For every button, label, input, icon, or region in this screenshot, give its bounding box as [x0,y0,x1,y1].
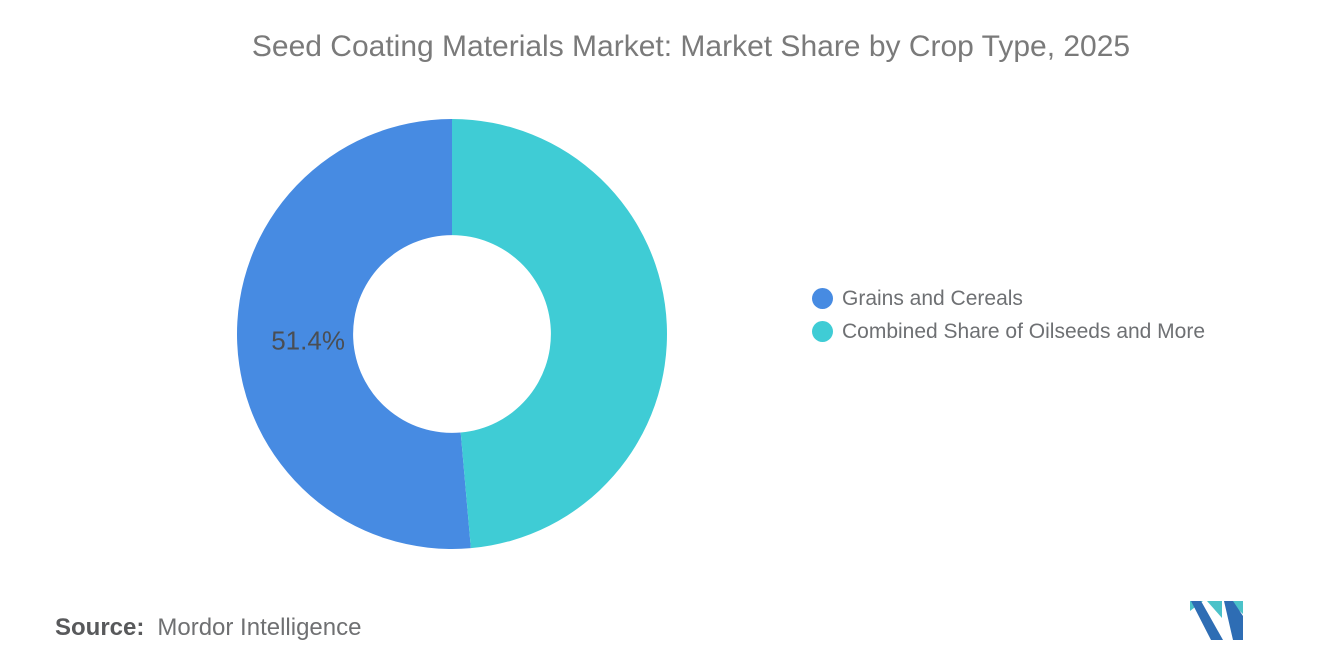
legend-swatch-icon [812,288,833,309]
source-text: Mordor Intelligence [157,614,362,641]
legend-swatch-icon [812,321,833,342]
legend-item-grains-and-cereals[interactable]: Grains and Cereals [812,286,1205,310]
source-line: Source: Mordor Intelligence [55,614,361,642]
legend-label: Combined Share of Oilseeds and More [842,319,1206,343]
donut-slice-grains-and-cereals[interactable] [237,119,471,549]
mordor-intelligence-logo-icon [1190,601,1243,640]
logo-shape [1226,601,1243,614]
chart-legend: Grains and Cereals Combined Share of Oils… [812,286,1206,354]
source-label: Source: [55,614,145,641]
logo-shape [1224,601,1243,640]
logo-shape [1191,601,1223,640]
chart-title: Seed Coating Materials Market: Market Sh… [251,30,1131,63]
donut-slice-combined-share-of-oilseeds-and-more[interactable] [452,119,668,549]
legend-label: Grains and Cereals [842,286,1023,310]
legend-item-combined-share-of-oilseeds-and-more[interactable]: Combined Share of Oilseeds and More [812,319,1206,343]
donut-chart: 51.4% [237,119,668,549]
slice-label-grains-and-cereals: 51.4% [271,325,345,355]
logo-shape [1207,601,1222,618]
